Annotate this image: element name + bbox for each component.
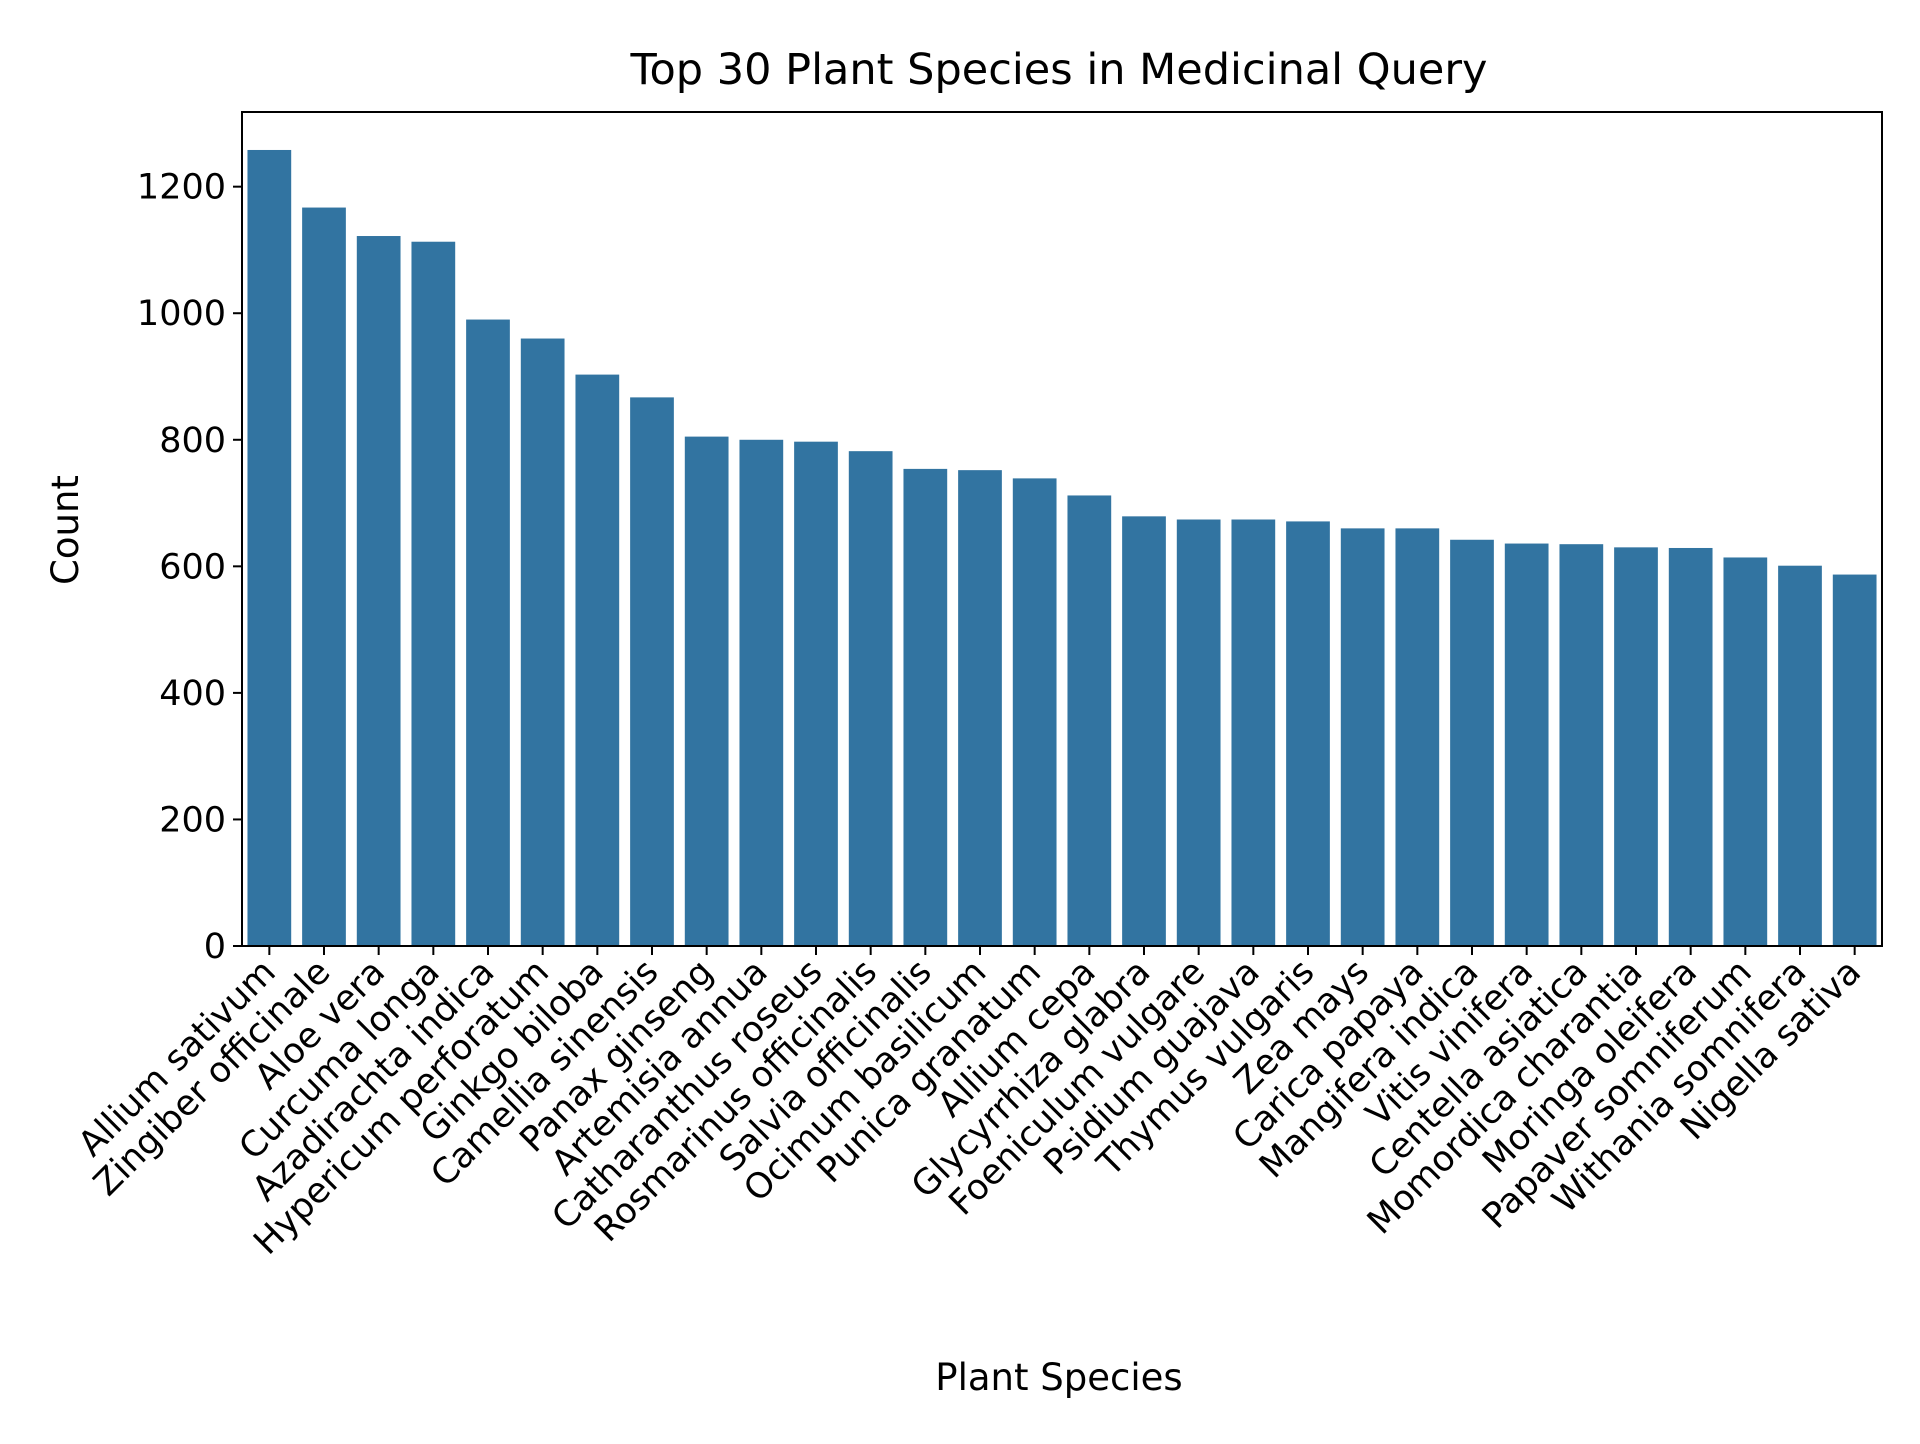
bar	[794, 441, 838, 946]
y-tick-label: 600	[159, 547, 226, 587]
y-tick-label: 0	[204, 927, 226, 967]
bar	[1450, 539, 1494, 946]
bar	[630, 397, 674, 946]
bar	[411, 241, 456, 947]
bar	[1286, 521, 1330, 946]
bar	[903, 468, 948, 946]
bar	[1668, 547, 1713, 946]
bar	[958, 470, 1002, 946]
bar	[1340, 528, 1385, 946]
bar	[1778, 565, 1822, 946]
bar	[1012, 478, 1057, 946]
y-tick-label: 1000	[137, 294, 226, 334]
bar	[1122, 516, 1166, 946]
y-tick-label: 800	[159, 421, 226, 461]
x-axis-label: Plant Species	[935, 1356, 1182, 1399]
bar	[1723, 557, 1768, 946]
y-axis-ticks: 0 200 400 600 800 1000 1200	[137, 168, 242, 967]
bar	[466, 319, 510, 946]
bar	[1614, 547, 1658, 946]
bar	[356, 236, 401, 946]
bar	[1504, 543, 1549, 946]
y-tick-label: 400	[159, 674, 226, 714]
bar	[1176, 519, 1221, 946]
bar	[739, 439, 784, 946]
y-tick-label: 200	[159, 800, 226, 840]
bar	[520, 338, 565, 946]
bar	[848, 451, 893, 946]
chart-title: Top 30 Plant Species in Medicinal Query	[630, 45, 1488, 95]
bar	[684, 436, 729, 946]
bar	[1832, 574, 1877, 946]
bar	[1231, 519, 1276, 946]
plot-frame	[241, 111, 1883, 947]
bars-group	[247, 149, 1877, 947]
y-axis-label: Count	[44, 475, 87, 585]
bar	[247, 149, 292, 947]
bar	[1395, 528, 1440, 946]
y-tick-label: 1200	[137, 168, 226, 208]
bar	[575, 374, 620, 947]
bar	[302, 207, 346, 947]
bar	[1559, 544, 1604, 946]
bar	[1067, 495, 1112, 946]
